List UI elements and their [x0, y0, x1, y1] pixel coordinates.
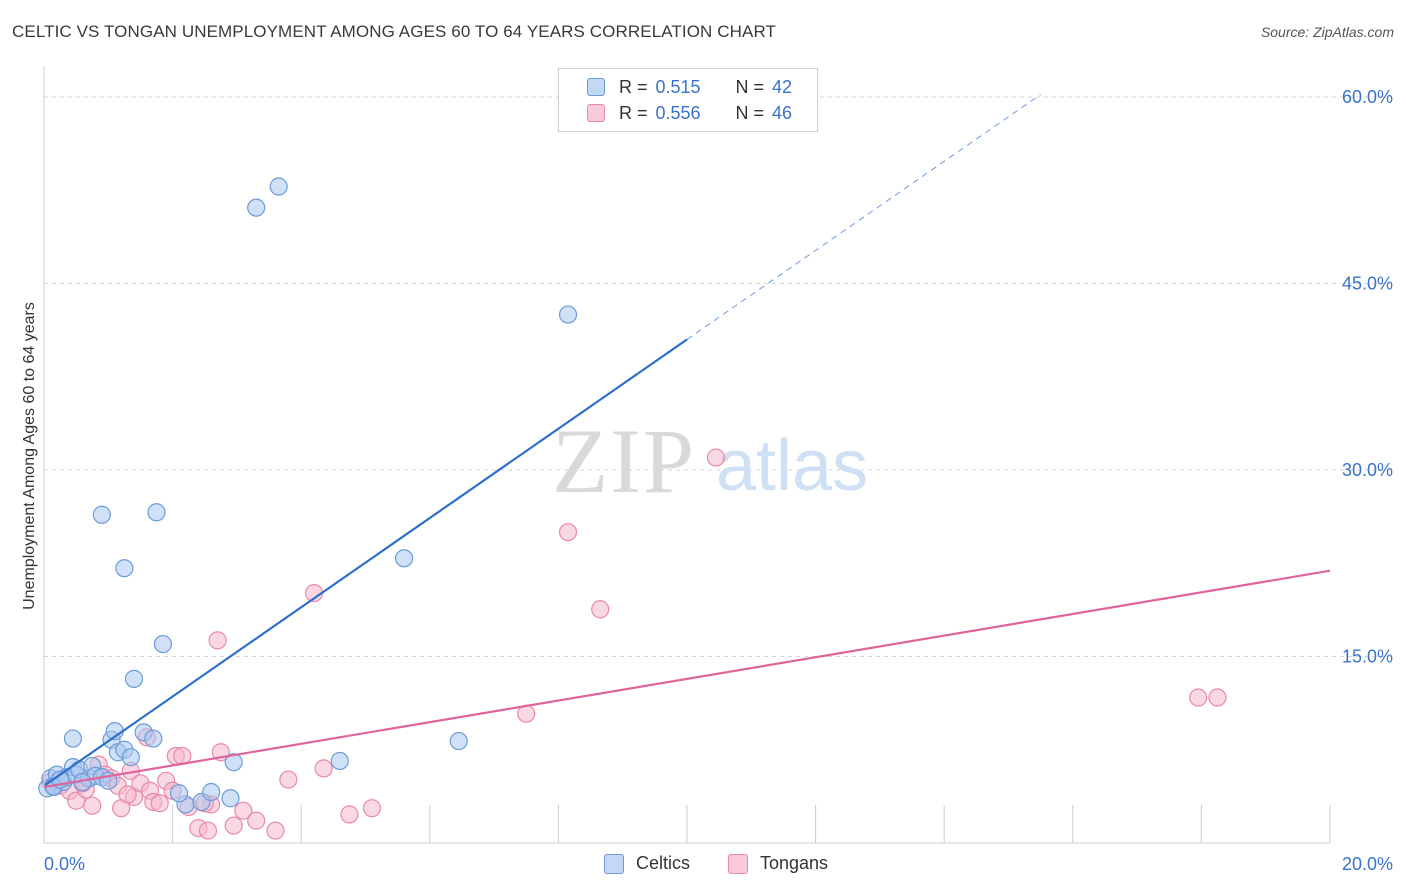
n-value: 46	[772, 102, 793, 123]
tongans-point	[591, 600, 610, 619]
celtics-point	[247, 198, 266, 217]
celtics-point	[330, 751, 349, 771]
y-axis-label: Unemployment Among Ages 60 to 64 years	[21, 302, 38, 610]
tongans-swatch-icon	[587, 104, 605, 122]
celtics-point	[115, 559, 134, 578]
tongans-point	[279, 770, 298, 789]
tongans-point	[558, 523, 578, 542]
celtics-point	[124, 669, 144, 688]
celtics-point	[449, 731, 468, 751]
celtics-point	[121, 748, 140, 767]
tongans-point	[224, 816, 243, 835]
n-label: N =	[735, 76, 765, 97]
celtics-point	[558, 305, 578, 324]
correlation-legend: R = 0.515 N = 42 R = 0.556 N = 46	[558, 68, 818, 132]
x-tick-label: 0.0%	[44, 854, 85, 874]
celtics-swatch-icon	[587, 78, 605, 96]
legend-row-tongans: R = 0.556 N = 46	[587, 102, 792, 124]
tongans-point	[362, 799, 382, 818]
celtics-point	[92, 505, 111, 524]
celtics-point	[147, 503, 166, 522]
celtics-point	[221, 789, 240, 808]
tongans-point	[234, 801, 253, 820]
watermark-atlas: atlas	[716, 426, 868, 506]
tongans-point	[198, 821, 218, 840]
tongans-point	[118, 785, 137, 804]
celtics-point	[169, 784, 189, 803]
tongans-legend-icon	[728, 853, 748, 874]
trend-layer	[43, 94, 1331, 789]
tongans-point	[150, 794, 169, 813]
n-label: N =	[735, 102, 765, 123]
r-label: R =	[619, 76, 648, 97]
celtics-trendline-extension	[686, 94, 1041, 340]
tongans-point	[1208, 688, 1227, 707]
celtics-point	[269, 177, 288, 196]
tongans-point	[266, 821, 285, 840]
celtics-point	[224, 753, 243, 772]
grid-layer	[44, 96, 1392, 657]
tongans-point	[1189, 688, 1208, 707]
y-tick-label: 30.0%	[1342, 460, 1393, 480]
celtics-point	[63, 729, 83, 748]
y-tick-label: 60.0%	[1342, 87, 1393, 107]
axis-layer: 15.0% 30.0% 45.0% 60.0% 0.0% 20.0%	[43, 66, 1393, 874]
r-value: 0.556	[655, 102, 701, 123]
legend-item-celtics: Celtics	[604, 853, 690, 874]
tongans-point	[340, 805, 359, 824]
n-value: 42	[772, 76, 793, 97]
celtics-trendline	[43, 338, 688, 787]
tongans-point	[247, 811, 266, 830]
celtics-point	[202, 782, 221, 802]
tongans-point	[314, 759, 333, 778]
tongans-point	[83, 796, 102, 815]
celtics-point	[144, 729, 163, 748]
r-label: R =	[619, 102, 648, 123]
chart-title: CELTIC VS TONGAN UNEMPLOYMENT AMONG AGES…	[12, 22, 776, 41]
source-credit: Source: ZipAtlas.com	[1260, 24, 1394, 40]
r-value: 0.515	[655, 76, 701, 97]
y-tick-label: 15.0%	[1342, 647, 1393, 667]
tongans-trendline	[43, 569, 1331, 789]
celtics-point	[153, 634, 173, 654]
legend-row-celtics: R = 0.515 N = 42	[587, 76, 792, 98]
x-tick-label: 20.0%	[1342, 854, 1393, 874]
watermark-zip: ZIP	[552, 410, 696, 512]
legend-item-tongans: Tongans	[728, 853, 828, 874]
series-legend: Celtics Tongans	[0, 851, 1406, 877]
celtics-point	[394, 549, 414, 568]
y-tick-label: 45.0%	[1342, 274, 1393, 294]
watermark: ZIP atlas	[552, 410, 868, 512]
tongans-point	[706, 448, 726, 467]
legend-label-tongans: Tongans	[760, 853, 829, 873]
tongans-point	[208, 631, 227, 650]
legend-label-celtics: Celtics	[636, 853, 691, 873]
celtics-legend-icon	[604, 853, 624, 874]
